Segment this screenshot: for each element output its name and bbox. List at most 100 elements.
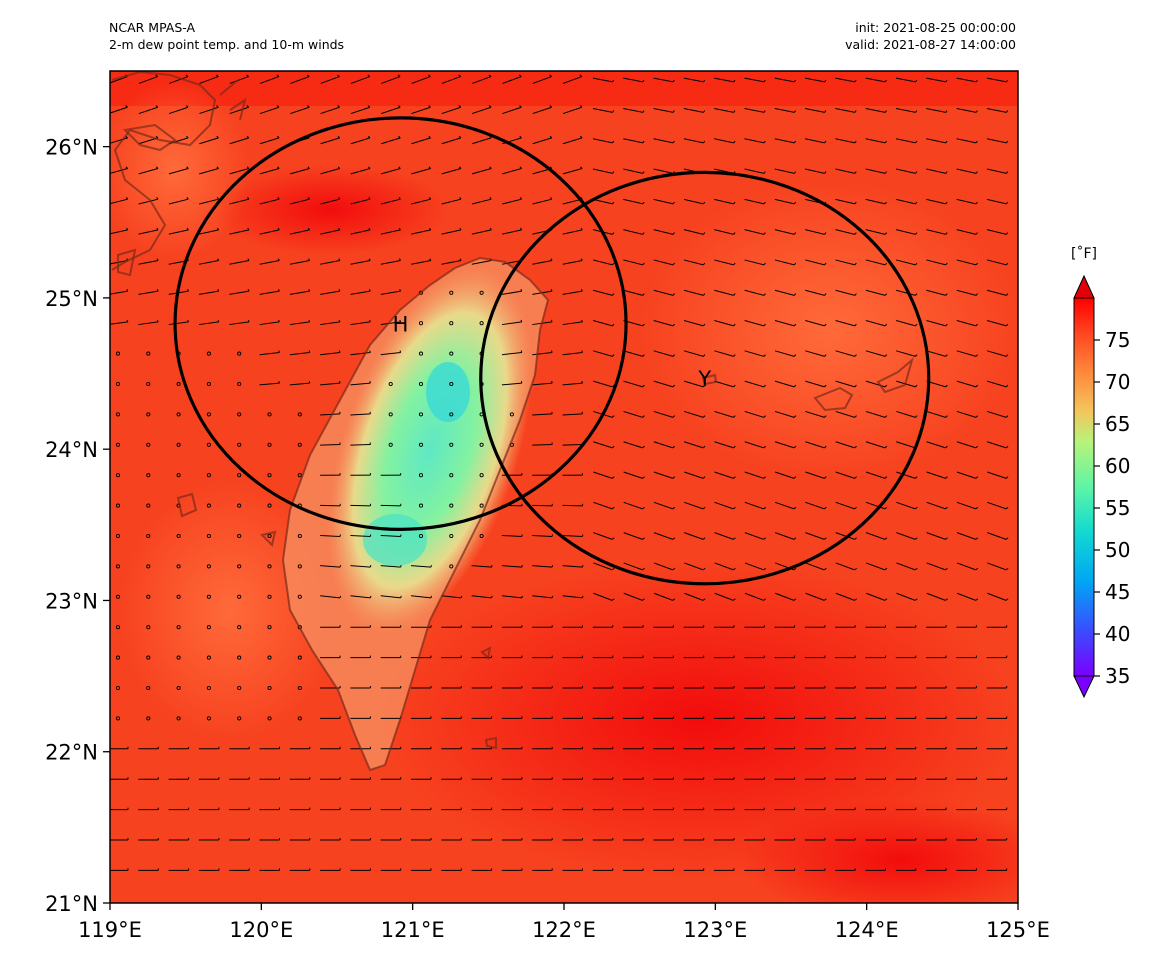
wind-barb-shaft <box>865 107 886 113</box>
wind-barb-flag <box>459 227 462 231</box>
wind-barb-shaft <box>653 198 674 205</box>
wind-barb-shaft <box>653 410 674 418</box>
wind-barb-flag <box>519 105 522 108</box>
wind-barb-shaft <box>653 320 674 327</box>
calm-marker <box>267 412 272 417</box>
wind-barb-shaft <box>895 107 916 113</box>
wind-barb-shaft <box>744 532 764 540</box>
wind-barb-flag <box>277 289 280 292</box>
wind-barb-flag <box>945 110 948 113</box>
wind-barb-flag <box>763 110 766 113</box>
wind-barb-flag <box>217 258 220 261</box>
wind-barb-flag <box>642 506 645 510</box>
wind-barb-flag <box>186 197 189 200</box>
wind-barb-flag <box>945 323 948 327</box>
calm-marker <box>267 473 272 478</box>
wind-barb-flag <box>642 232 645 235</box>
wind-barb-shaft <box>229 229 250 235</box>
wind-barb-shaft <box>865 410 886 418</box>
wind-barb-flag <box>854 415 857 418</box>
wind-barb-shaft <box>471 229 492 235</box>
wind-barb-flag <box>914 598 918 601</box>
calm-marker <box>146 503 151 508</box>
lon-tick-label: 123°E <box>683 918 747 942</box>
wind-barb-shaft <box>169 76 189 84</box>
wind-barb-shaft <box>168 106 189 115</box>
wind-barb-shaft <box>168 321 189 326</box>
wind-barb-flag <box>672 476 676 479</box>
calm-marker <box>418 321 424 326</box>
wind-barb-flag <box>915 232 918 235</box>
wind-barb-flag <box>125 105 128 108</box>
wind-barb-flag <box>369 595 372 598</box>
wind-barb-shaft <box>290 168 310 175</box>
wind-barb-shaft <box>623 259 643 266</box>
wind-barb-shaft <box>198 290 219 295</box>
top-band <box>110 71 1018 106</box>
wind-barb-shaft <box>805 289 825 296</box>
wind-barb-flag <box>884 384 888 388</box>
wind-barb-flag <box>824 354 827 357</box>
wind-barb-flag <box>672 323 676 327</box>
wind-barb-shaft <box>805 259 825 266</box>
wind-barb-flag <box>611 445 615 449</box>
calm-marker <box>115 716 121 721</box>
wind-barb-shaft <box>289 229 310 235</box>
wind-barb-shaft <box>774 77 795 83</box>
wind-barb-shaft <box>562 595 583 599</box>
wind-barb-flag <box>854 476 857 479</box>
calm-marker <box>237 625 242 630</box>
wind-barb-shaft <box>380 290 401 295</box>
wind-barb-shaft <box>744 138 765 144</box>
wind-barb-flag <box>823 537 827 540</box>
wind-barb-shaft <box>350 137 371 145</box>
wind-barb-shaft <box>441 198 462 205</box>
wind-barb-shaft <box>562 321 583 326</box>
wind-barb-flag <box>459 197 462 200</box>
wind-barb-shaft <box>895 138 916 144</box>
wind-barb-flag <box>703 79 706 83</box>
calm-marker <box>418 381 424 387</box>
wind-barb-flag <box>824 323 827 327</box>
dry-core-south <box>363 514 427 566</box>
calm-marker <box>237 473 242 478</box>
wind-barb-shaft <box>259 382 280 386</box>
calm-marker <box>115 533 121 539</box>
wind-barb-flag <box>975 262 978 266</box>
wind-barb-shaft <box>683 138 704 144</box>
calm-marker <box>449 412 454 417</box>
typhoon-circles: H Y <box>173 116 931 586</box>
wind-barb-flag <box>945 293 948 296</box>
wind-barb-flag <box>246 135 250 139</box>
wind-barb-shaft <box>593 592 613 601</box>
lighter-patch-ne <box>640 180 1018 480</box>
wind-barb-shaft <box>593 380 613 388</box>
wind-barb-flag <box>642 567 645 571</box>
wind-barb-shaft <box>259 106 280 115</box>
wind-barb-flag <box>429 227 432 231</box>
wind-barb-shaft <box>987 471 1007 479</box>
wind-barb-flag <box>612 262 615 266</box>
wind-barb-shaft <box>896 592 916 601</box>
wind-barb-shaft <box>380 352 401 356</box>
calm-marker <box>449 473 454 478</box>
wind-barb-flag <box>549 105 553 108</box>
wind-barb-flag <box>884 262 888 266</box>
wind-barb-shaft <box>926 107 947 113</box>
wind-barb-flag <box>1005 445 1009 449</box>
wind-barb-shaft <box>865 501 886 510</box>
wind-barb-flag <box>612 110 615 113</box>
wind-barb-flag <box>763 262 766 266</box>
wind-barb-flag <box>793 354 797 357</box>
wind-barb-flag <box>612 384 615 388</box>
wind-barb-shaft <box>138 198 159 205</box>
lat-tick-label: 26°N <box>45 136 98 160</box>
wind-barb-flag <box>793 598 797 601</box>
wind-barb-flag <box>945 598 948 601</box>
wind-barb-flag <box>975 537 979 540</box>
wind-barb-shaft <box>380 321 401 326</box>
wind-barb-shaft <box>502 168 522 175</box>
wind-barb-flag <box>733 445 736 449</box>
calm-marker <box>297 473 302 478</box>
wind-barb-shaft <box>865 320 886 327</box>
